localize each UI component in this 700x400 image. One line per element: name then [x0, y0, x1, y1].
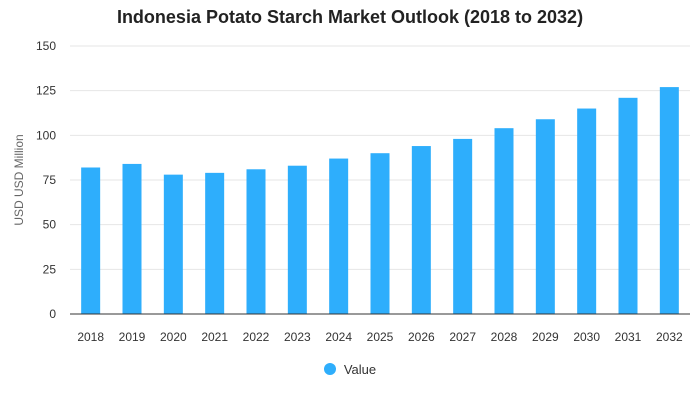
bar-2032[interactable] [659, 87, 679, 315]
y-axis-label: USD USD Million [12, 134, 26, 225]
bar-2023[interactable] [287, 165, 307, 314]
y-axis-ticks: 0 25 50 75 100 125 150 [36, 39, 56, 321]
bar-2021[interactable] [205, 172, 225, 314]
x-tick-label: 2031 [615, 330, 642, 344]
y-tick-label: 75 [43, 173, 57, 187]
bar-2029[interactable] [535, 119, 555, 315]
y-tick-label: 50 [43, 218, 57, 232]
bar-2019[interactable] [122, 163, 142, 314]
y-tick-label: 25 [43, 262, 57, 276]
x-tick-label: 2026 [408, 330, 435, 344]
bar-2030[interactable] [577, 108, 597, 315]
x-tick-label: 2029 [532, 330, 559, 344]
x-tick-label: 2022 [243, 330, 270, 344]
x-tick-label: 2018 [77, 330, 104, 344]
x-tick-label: 2024 [325, 330, 352, 344]
bar-group [81, 87, 679, 315]
legend-swatch [323, 363, 336, 375]
bar-2026[interactable] [411, 146, 431, 314]
y-tick-label: 125 [36, 84, 56, 98]
chart-title: Indonesia Potato Starch Market Outlook (… [116, 7, 584, 27]
x-tick-label: 2028 [491, 330, 518, 344]
y-tick-label: 150 [36, 39, 56, 53]
x-tick-label: 2030 [573, 330, 600, 344]
bar-2018[interactable] [81, 167, 101, 314]
bar-2027[interactable] [453, 138, 473, 314]
x-axis-ticks: 2018 2019 2020 2021 2022 2023 2024 2025 2026 2027… [77, 330, 683, 344]
bar-2022[interactable] [246, 169, 266, 314]
bar-2025[interactable] [370, 153, 390, 314]
x-tick-label: 2020 [160, 330, 187, 344]
bar-2031[interactable] [618, 97, 638, 315]
y-tick-label: 100 [36, 128, 56, 142]
legend[interactable]: Value [0, 362, 700, 377]
x-tick-label: 2027 [449, 330, 476, 344]
bar-2020[interactable] [163, 174, 183, 314]
x-tick-label: 2021 [201, 330, 228, 344]
x-tick-label: 2019 [119, 330, 146, 344]
legend-label: Value [343, 362, 377, 377]
x-tick-label: 2032 [656, 330, 683, 344]
x-tick-label: 2025 [367, 330, 394, 344]
bar-2024[interactable] [329, 158, 349, 314]
bar-2028[interactable] [494, 128, 514, 314]
y-tick-label: 0 [49, 307, 56, 321]
x-tick-label: 2023 [284, 330, 311, 344]
